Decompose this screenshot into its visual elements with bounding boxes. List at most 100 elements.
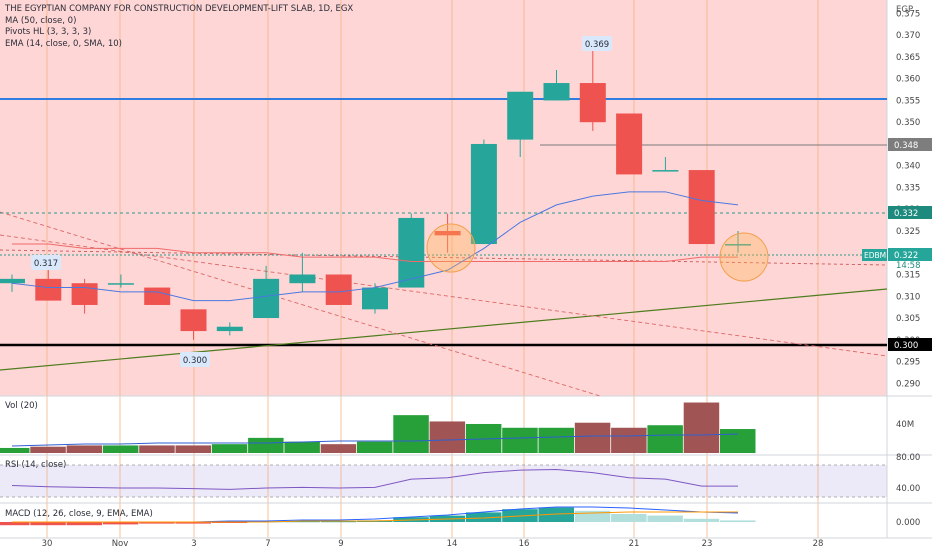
- macd-signal-line: [12, 511, 738, 523]
- pivot-low-label-1-box: [180, 352, 210, 367]
- legend-ema[interactable]: EMA (14, close, 0, SMA, 10): [5, 38, 122, 49]
- candle-down: [434, 230, 461, 236]
- macd-histogram-bar: [647, 515, 683, 522]
- candle-up: [507, 91, 534, 140]
- pivot-low-label-1: 0.300: [183, 356, 207, 366]
- rsi-band-background: [0, 465, 887, 497]
- volume-bar: [0, 447, 30, 453]
- legend-ma[interactable]: MA (50, close, 0): [5, 15, 77, 26]
- countdown-label: 14:58: [896, 261, 921, 271]
- price-zone-background: [0, 0, 887, 396]
- candle-down: [144, 287, 171, 305]
- rsi-tick-80: 80.00: [896, 453, 920, 463]
- price-tag-0332: 0.332: [894, 209, 918, 219]
- pivot-high-label-1-box: [31, 255, 61, 270]
- price-tick: 0.315: [896, 271, 920, 281]
- date-label: 3: [191, 539, 196, 549]
- pivot-high-label-2: 0.369: [585, 40, 609, 50]
- price-tag-0322: 0.322: [894, 251, 918, 261]
- price-tick: 0.295: [896, 358, 920, 368]
- highlight-circle-2: [719, 232, 769, 282]
- volume-bar: [357, 441, 393, 453]
- ema14-line: [11, 191, 739, 302]
- price-tick: 0.375: [896, 9, 920, 19]
- volume-bar: [139, 445, 175, 453]
- price-tag-0348-box: [888, 138, 932, 151]
- volume-bar: [611, 427, 647, 453]
- candle-up: [107, 283, 134, 285]
- date-label: 9: [338, 539, 343, 549]
- candle-up: [652, 170, 679, 172]
- rsi-panel-label[interactable]: RSI (14, close): [5, 460, 67, 470]
- candle-up: [398, 217, 425, 288]
- macd-tick: 0.000: [896, 518, 920, 528]
- vol-panel-label[interactable]: Vol (20): [5, 401, 38, 411]
- price-tick: 0.340: [896, 162, 920, 172]
- volume-bar: [683, 402, 720, 453]
- macd-histogram-bar: [66, 522, 103, 526]
- macd-histogram-bar: [0, 522, 30, 526]
- candle-up: [725, 244, 751, 246]
- candle-down: [35, 278, 62, 301]
- macd-histogram-bar: [683, 518, 720, 522]
- macd-histogram-bar: [574, 510, 611, 522]
- macd-histogram-bar: [139, 522, 175, 524]
- volume-bar: [102, 445, 139, 453]
- macd-panel-label[interactable]: MACD (12, 26, close, 9, EMA, EMA): [5, 509, 153, 519]
- candle-up: [470, 143, 497, 245]
- falling-dashed-line-2: [0, 234, 888, 357]
- currency-label: EGP: [896, 5, 913, 15]
- macd-histogram-bar: [538, 507, 574, 522]
- price-tick: 0.305: [896, 314, 920, 324]
- volume-ma-line: [11, 433, 739, 447]
- volume-bar: [284, 441, 320, 453]
- candle-down: [180, 309, 207, 332]
- volume-bar: [574, 422, 611, 453]
- volume-bar: [538, 427, 574, 453]
- candle-up: [0, 278, 25, 284]
- date-label: 21: [629, 539, 640, 549]
- candle-down: [579, 83, 606, 123]
- price-tick: 0.325: [896, 227, 920, 237]
- candle-down: [71, 283, 98, 305]
- candle-up: [253, 278, 280, 319]
- price-tick: 0.355: [896, 96, 920, 106]
- price-tick: 0.365: [896, 53, 920, 63]
- volume-bar: [502, 427, 538, 453]
- macd-histogram-bar: [720, 520, 756, 522]
- chart-legend: THE EGYPTIAN COMPANY FOR CONSTRUCTION DE…: [5, 4, 353, 50]
- candle-up: [289, 274, 316, 284]
- macd-histogram-bar: [30, 522, 66, 526]
- legend-pivots[interactable]: Pivots HL (3, 3, 3, 3): [5, 27, 92, 37]
- macd-histogram-bar: [465, 512, 502, 522]
- date-label: 23: [702, 539, 713, 549]
- price-tag-0300-box: [888, 338, 932, 351]
- volume-bar: [393, 415, 429, 453]
- rsi-line: [11, 468, 738, 490]
- volume-bar: [320, 444, 357, 453]
- symbol-tag-box: [862, 249, 887, 261]
- highlight-circle-1: [426, 223, 476, 273]
- ma50-line: [12, 243, 738, 262]
- volume-bar: [248, 437, 284, 453]
- date-label: 7: [265, 539, 270, 549]
- volume-bar: [647, 425, 683, 453]
- pivot-high-label-1: 0.317: [34, 259, 58, 269]
- price-tick: 0.360: [896, 75, 920, 85]
- candle-up: [362, 287, 388, 310]
- candle-down: [325, 274, 352, 305]
- price-tag-0332-box: [888, 206, 932, 219]
- price-tick: 0.310: [896, 292, 920, 302]
- volume-bar: [175, 445, 211, 453]
- candle-up: [543, 83, 570, 101]
- price-tag-0348: 0.348: [894, 141, 918, 151]
- price-tick: 0.335: [896, 183, 920, 193]
- rsi-tick-40: 40.00: [896, 484, 920, 494]
- date-label: 16: [519, 539, 530, 549]
- volume-bar: [30, 446, 66, 453]
- date-label: 30: [42, 539, 53, 549]
- price-tick: 0.350: [896, 118, 920, 128]
- price-tick: 0.290: [896, 379, 920, 389]
- date-label: 14: [447, 539, 458, 549]
